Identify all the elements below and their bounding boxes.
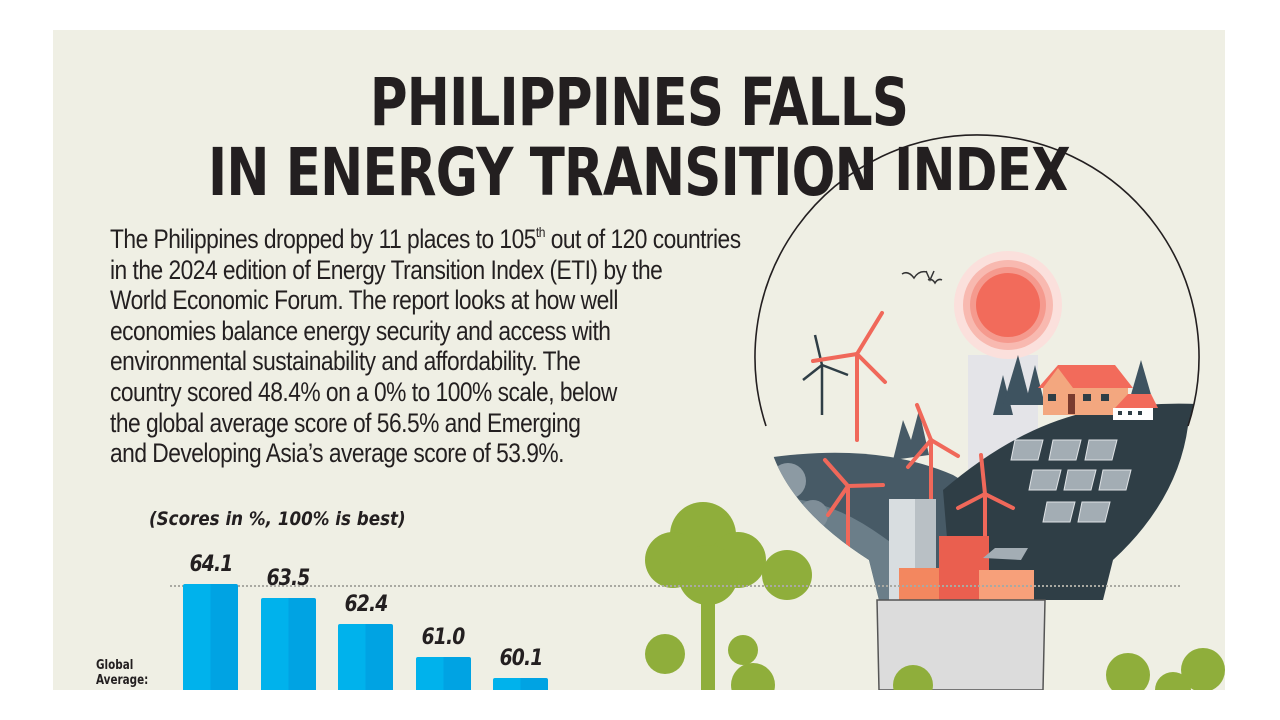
paragraph-line: the global average score of 56.5% and Em… xyxy=(110,407,581,438)
bulb-outline xyxy=(754,134,1200,427)
paragraph-line: The Philippines dropped by 11 places to … xyxy=(110,224,741,254)
paragraph-line: and Developing Asia’s average score of 5… xyxy=(110,438,565,469)
house-icon xyxy=(1038,365,1158,420)
global-average-label: Global Average: xyxy=(96,658,148,688)
bar-value-label: 63.5 xyxy=(266,566,311,592)
bar xyxy=(493,678,548,690)
avg-label-line: Global xyxy=(96,658,134,673)
bar-value-label: 64.1 xyxy=(189,552,233,577)
chart-subtitle: (Scores in %, 100% is best) xyxy=(149,508,406,530)
avg-label-line: Average: xyxy=(96,673,149,688)
description-paragraph: The Philippines dropped by 11 places to … xyxy=(110,217,764,469)
global-average-line xyxy=(170,585,1180,587)
birds-icon xyxy=(901,270,943,285)
infographic-panel: PHILIPPINES FALLS IN ENERGY TRANSITION I… xyxy=(53,30,1225,690)
city-buildings xyxy=(889,499,1034,600)
pine-trees xyxy=(993,355,1152,415)
solar-panels xyxy=(1010,439,1132,523)
lightbulb-illustration xyxy=(645,134,1225,690)
paragraph-line: World Economic Forum. The report looks a… xyxy=(110,285,618,316)
bar xyxy=(183,584,238,690)
sun-icon xyxy=(954,251,1062,359)
bar xyxy=(338,623,393,690)
bar-value-label: 60.1 xyxy=(499,646,543,671)
paragraph-line: economies balance energy security and ac… xyxy=(110,315,611,346)
bar-value-label: 61.0 xyxy=(421,624,466,650)
bar xyxy=(415,656,471,690)
headline-line-1: PHILIPPINES FALLS xyxy=(369,64,909,141)
paragraph-line: country scored 48.4% on a 0% to 100% sca… xyxy=(110,376,617,407)
paragraph-line: environmental sustainability and afforda… xyxy=(110,346,581,377)
bar xyxy=(260,598,316,690)
bar-value-label: 62.4 xyxy=(344,591,388,617)
paragraph-line: in the 2024 edition of Energy Transition… xyxy=(110,254,663,285)
green-trees xyxy=(645,502,1225,690)
